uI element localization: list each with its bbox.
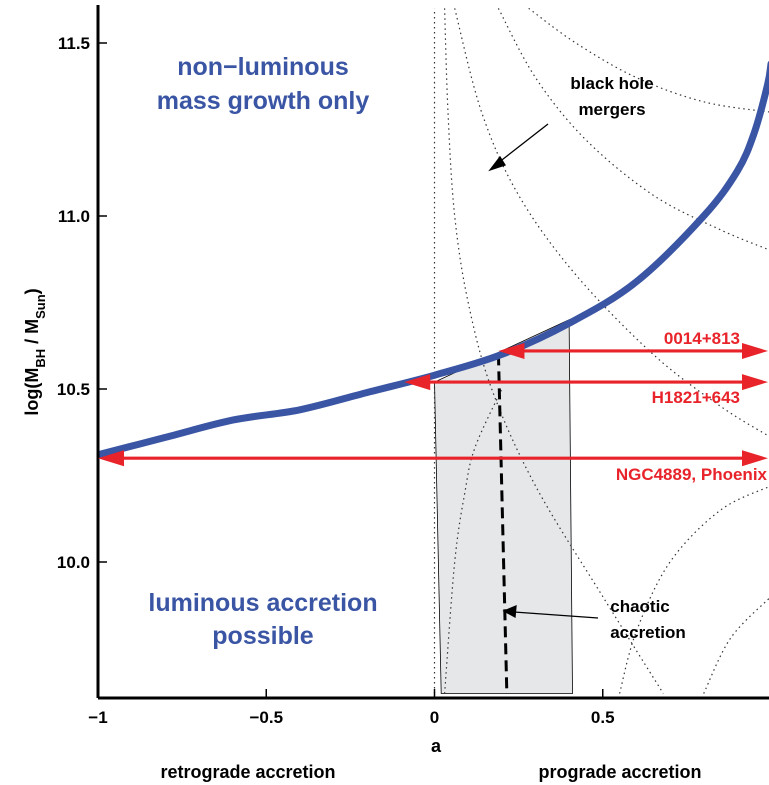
non-luminous-label-line2: mass growth only xyxy=(157,87,370,115)
chaotic-accretion-pointer xyxy=(502,604,599,619)
merger-contour-1 xyxy=(444,8,664,694)
y-axis-label-mid: / M xyxy=(22,319,42,349)
y-tick-label-1: 10.5 xyxy=(57,380,90,399)
x-tick-label-3: 0.5 xyxy=(591,708,615,727)
mass-arrows: 0014+813 H1821+643 NGC4889, Phoenix xyxy=(98,329,768,484)
merger-contour-2 xyxy=(454,8,769,437)
y-axis-label: log(MBH / MSun) xyxy=(22,288,48,415)
arrow-head-right-1 xyxy=(742,374,768,391)
merger-contour-5 xyxy=(444,388,503,694)
y-tick-label-0: 10.0 xyxy=(57,553,90,572)
chaotic-accretion-label-line2: accretion xyxy=(610,623,686,642)
chaotic-accretion-label-line1: chaotic xyxy=(610,597,670,616)
y-tick-label-3: 11.5 xyxy=(58,34,90,53)
y-axis-label-sub-bh: BH xyxy=(33,349,48,368)
merger-contour-6 xyxy=(619,486,769,694)
arrow-label-2: NGC4889, Phoenix xyxy=(616,465,768,484)
retrograde-label: retrograde accretion xyxy=(160,762,335,782)
arrow-2: NGC4889, Phoenix xyxy=(98,450,768,484)
arrow-1: H1821+643 xyxy=(404,374,768,407)
chaotic-accretion-band xyxy=(434,319,573,694)
x-tick-label-1: −0.5 xyxy=(249,708,283,727)
arrow-head-left-0 xyxy=(498,342,525,359)
merger-contour-3 xyxy=(497,8,769,251)
arrow-head-left-2 xyxy=(98,450,124,467)
merger-contour-4 xyxy=(528,7,769,113)
y-axis-label-sub-sun: Sun xyxy=(33,294,48,319)
tick-marks xyxy=(97,42,604,698)
arrow-label-0: 0014+813 xyxy=(664,329,740,348)
arrow-head-right-0 xyxy=(742,342,768,359)
merger-contour-7 xyxy=(703,597,769,694)
y-axis-label-end: ) xyxy=(22,288,42,294)
x-tick-label-0: −1 xyxy=(88,708,107,727)
black-hole-mergers-pointer xyxy=(488,123,549,172)
luminous-label-line2: possible xyxy=(212,622,314,650)
non-luminous-label-line1: non−luminous xyxy=(177,53,349,81)
y-tick-label-2: 11.0 xyxy=(58,207,90,226)
y-axis-label-main: log(M xyxy=(22,368,42,416)
arrow-0: 0014+813 xyxy=(498,329,768,359)
arrow-head-left-1 xyxy=(404,374,431,391)
black-hole-mergers-label-line1: black hole xyxy=(570,74,653,93)
x-tick-labels: −1 −0.5 0 0.5 xyxy=(88,708,614,727)
luminous-label-line1: luminous accretion xyxy=(148,589,377,617)
prograde-label: prograde accretion xyxy=(538,762,701,782)
x-axis-label: a xyxy=(431,736,442,756)
x-tick-label-2: 0 xyxy=(430,708,439,727)
arrow-label-1: H1821+643 xyxy=(652,388,740,407)
chaotic-accretion-center-line xyxy=(496,354,509,694)
y-tick-labels: 10.0 10.5 11.0 11.5 xyxy=(57,34,90,572)
arrow-head-right-2 xyxy=(742,450,768,467)
black-hole-mergers-label-line2: mergers xyxy=(578,100,645,119)
